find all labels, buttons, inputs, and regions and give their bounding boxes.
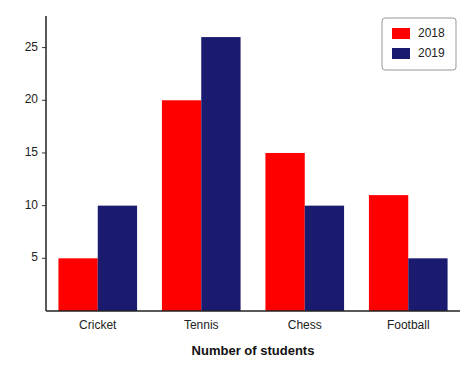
bar bbox=[162, 100, 201, 311]
x-axis-label: Number of students bbox=[192, 343, 315, 358]
legend-box bbox=[382, 18, 456, 70]
x-tick-label: Chess bbox=[288, 318, 322, 332]
x-tick-label: Tennis bbox=[184, 318, 219, 332]
y-tick-label: 15 bbox=[25, 145, 39, 159]
legend-swatch bbox=[392, 48, 410, 59]
bar bbox=[265, 153, 304, 311]
x-tick-label: Football bbox=[387, 318, 430, 332]
y-tick-label: 25 bbox=[25, 40, 39, 54]
y-tick-label: 5 bbox=[31, 250, 38, 264]
y-tick-label: 10 bbox=[25, 198, 39, 212]
legend: 2018 2019 bbox=[382, 18, 456, 70]
bar bbox=[305, 206, 344, 311]
legend-swatch bbox=[392, 28, 410, 39]
x-tick-label: Cricket bbox=[79, 318, 117, 332]
y-tick-label: 20 bbox=[25, 92, 39, 106]
x-axis bbox=[46, 310, 460, 312]
chart: 5 10 15 20 25 Cricket Tennis Chess Football Numbe… bbox=[0, 0, 474, 369]
bars bbox=[58, 37, 447, 311]
bar bbox=[369, 195, 408, 311]
bar bbox=[98, 206, 137, 311]
bar bbox=[201, 37, 240, 311]
bar bbox=[408, 258, 447, 311]
bar bbox=[58, 258, 97, 311]
legend-label: 2019 bbox=[418, 46, 445, 60]
legend-label: 2018 bbox=[418, 26, 445, 40]
y-axis bbox=[45, 16, 47, 311]
